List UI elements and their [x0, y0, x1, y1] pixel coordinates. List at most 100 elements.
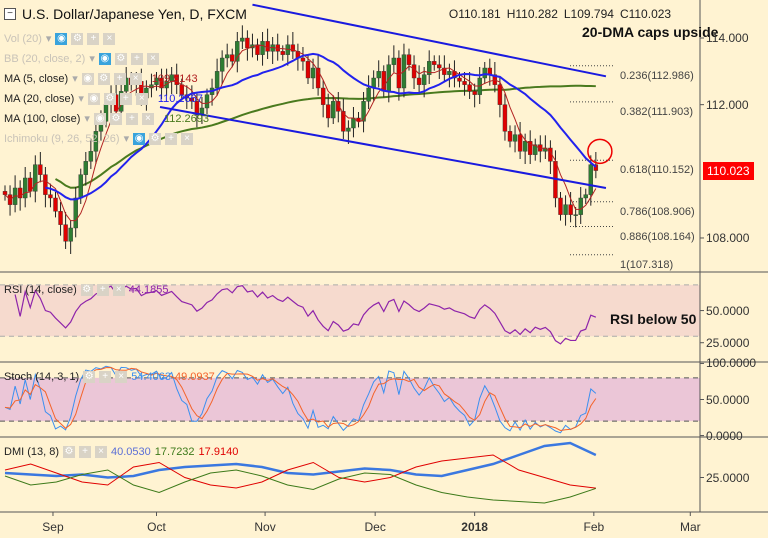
dropdown-icon[interactable]: ▾ — [84, 113, 90, 125]
add-icon[interactable]: + — [87, 32, 100, 45]
settings-icon[interactable]: ⚙ — [80, 284, 93, 296]
ohlc-close: C110.023 — [619, 7, 672, 21]
candle — [214, 71, 220, 89]
indicator-value: 112.2693 — [163, 112, 210, 125]
candle — [533, 144, 538, 155]
add-icon[interactable]: + — [96, 284, 109, 296]
add-icon[interactable]: + — [165, 132, 178, 145]
candle — [315, 67, 321, 89]
candle — [578, 197, 583, 215]
settings-icon[interactable]: ⚙ — [63, 446, 76, 458]
candle — [563, 204, 568, 215]
annotation-rsi: RSI below 50 — [610, 311, 697, 327]
dmi-minus-value: 17.7232 — [154, 446, 195, 458]
candle — [472, 91, 477, 95]
settings-icon[interactable]: ⚙ — [71, 32, 84, 45]
candle — [593, 164, 599, 171]
dmi-adx-line — [4, 441, 597, 479]
dropdown-icon[interactable]: ▾ — [45, 33, 52, 45]
chart-title-bar: − U.S. Dollar/Japanese Yen, D, FXCM O110… — [4, 6, 671, 22]
stoch-legend: Stoch (14, 3, 1) ⚙ + × 54.4063 49.0937 — [4, 371, 215, 383]
dropdown-icon[interactable]: ▾ — [89, 53, 95, 65]
candle — [411, 64, 417, 79]
visibility-icon[interactable]: ◉ — [93, 112, 106, 125]
fib-label: 0.786(108.906) — [620, 205, 695, 218]
visibility-icon[interactable]: ◉ — [98, 52, 111, 65]
fib-label: 0.886(108.164) — [620, 230, 695, 243]
candle — [482, 67, 487, 79]
x-tick-label: Nov — [254, 520, 276, 534]
candle — [53, 197, 58, 212]
candle — [467, 84, 472, 92]
visibility-icon[interactable]: ◉ — [87, 92, 100, 105]
candle — [219, 57, 225, 72]
x-tick-label: Sep — [42, 520, 64, 534]
candle — [457, 77, 462, 82]
indicator-label: MA (20, close) — [4, 92, 75, 105]
dropdown-icon[interactable]: ▾ — [72, 73, 78, 85]
close-icon[interactable]: × — [141, 112, 154, 125]
collapse-icon[interactable]: − — [4, 8, 16, 20]
indicator-label: Ichimoku (9, 26, 52, 26) — [4, 132, 120, 145]
settings-icon[interactable]: ⚙ — [97, 72, 110, 85]
candle — [63, 224, 68, 242]
ohlc-open: O110.181 — [448, 7, 501, 21]
dmi-plus-value: 17.9140 — [198, 446, 239, 458]
settings-icon[interactable]: ⚙ — [83, 371, 96, 383]
settings-icon[interactable]: ⚙ — [149, 132, 162, 145]
candle — [507, 131, 513, 142]
visibility-icon[interactable]: ◉ — [81, 72, 94, 85]
candle — [517, 134, 523, 152]
close-icon[interactable]: × — [181, 132, 194, 145]
close-icon[interactable]: × — [95, 446, 108, 458]
settings-icon[interactable]: ⚙ — [103, 92, 116, 105]
candle — [83, 161, 89, 175]
channel-upper-line — [252, 3, 607, 78]
y-tick-label: 50.0000 — [706, 392, 750, 407]
candle — [528, 141, 533, 155]
candle — [280, 51, 285, 55]
candle — [265, 41, 270, 52]
close-icon[interactable]: × — [135, 92, 148, 105]
close-icon[interactable]: × — [112, 284, 125, 296]
candle — [497, 84, 503, 105]
candle — [558, 197, 563, 215]
add-icon[interactable]: + — [125, 112, 138, 125]
visibility-icon[interactable]: ◉ — [133, 132, 146, 145]
candle — [73, 197, 78, 229]
close-icon[interactable]: × — [129, 72, 142, 85]
candle — [159, 77, 164, 89]
candle — [245, 37, 250, 49]
ma5-line — [4, 44, 597, 222]
candle — [93, 131, 99, 152]
ma20-line — [45, 52, 597, 201]
close-icon[interactable]: × — [146, 52, 159, 65]
candle — [310, 67, 316, 79]
chart-title: U.S. Dollar/Japanese Yen, D, FXCM — [22, 6, 247, 22]
candle — [320, 87, 326, 105]
rsi-line — [14, 285, 597, 345]
dropdown-icon[interactable]: ▾ — [123, 133, 130, 145]
add-icon[interactable]: + — [99, 371, 112, 383]
candle — [462, 81, 467, 85]
indicator-legend: MA (100, close) ▾ ◉ ⚙ + × 112.2693 — [4, 112, 209, 125]
indicator-legend: BB (20, close, 2) ▾ ◉ ⚙ + × — [4, 52, 169, 65]
add-icon[interactable]: + — [113, 72, 126, 85]
visibility-icon[interactable]: ◉ — [55, 32, 68, 45]
add-icon[interactable]: + — [130, 52, 143, 65]
settings-icon[interactable]: ⚙ — [114, 52, 127, 65]
add-icon[interactable]: + — [79, 446, 92, 458]
stoch-k-line — [4, 365, 597, 434]
add-icon[interactable]: + — [119, 92, 132, 105]
candle — [573, 214, 578, 216]
close-icon[interactable]: × — [115, 371, 128, 383]
x-tick-label: Feb — [583, 520, 605, 534]
candle — [356, 117, 361, 122]
dropdown-icon[interactable]: ▾ — [78, 93, 84, 105]
candle — [78, 174, 83, 199]
stoch-d-value: 49.0937 — [174, 371, 215, 383]
settings-icon[interactable]: ⚙ — [109, 112, 122, 125]
highlight-circle — [587, 138, 613, 165]
close-icon[interactable]: × — [103, 32, 116, 45]
